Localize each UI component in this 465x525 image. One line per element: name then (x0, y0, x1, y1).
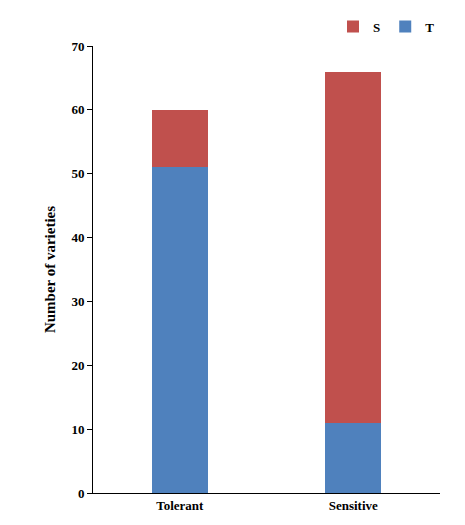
svg-text:60: 60 (71, 102, 84, 117)
svg-text:T: T (425, 20, 434, 35)
svg-text:30: 30 (71, 294, 84, 309)
svg-text:40: 40 (71, 230, 84, 245)
svg-text:70: 70 (71, 39, 84, 54)
svg-text:S: S (373, 20, 380, 35)
svg-text:Number of varieties: Number of varieties (42, 206, 58, 333)
svg-text:0: 0 (78, 486, 85, 501)
svg-text:Tolerant: Tolerant (156, 498, 204, 513)
svg-text:Sensitive: Sensitive (329, 498, 378, 513)
svg-text:10: 10 (71, 422, 84, 437)
svg-text:20: 20 (71, 358, 84, 373)
svg-text:50: 50 (71, 166, 84, 181)
